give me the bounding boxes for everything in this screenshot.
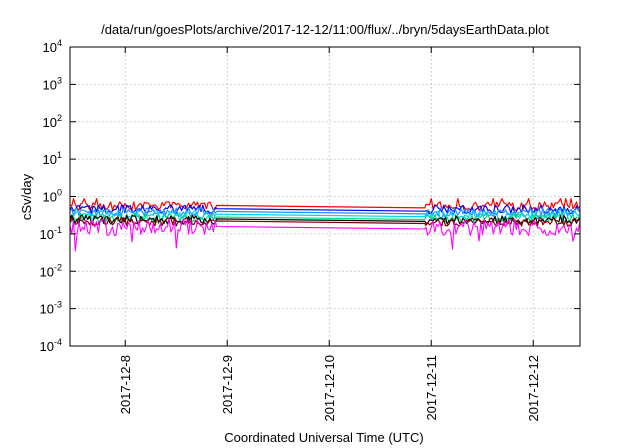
x-tick-label: 2017-12-12 <box>526 355 541 422</box>
x-tick-label: 2017-12-8 <box>118 355 133 414</box>
series-lines <box>69 198 581 252</box>
series-line <box>69 207 581 218</box>
y-tick-label: 103 <box>43 75 62 92</box>
y-tick-label: 101 <box>43 150 62 167</box>
axis-ticks: 10-4 10-3 10-2 10-1 100 101 102 103 104 2017-12-8… <box>40 38 580 422</box>
series-line <box>69 218 581 252</box>
x-tick-label: 2017-12-10 <box>322 355 337 422</box>
chart-title: /data/run/goesPlots/archive/2017-12-12/1… <box>101 22 549 37</box>
y-tick-label: 102 <box>43 113 62 130</box>
series-line <box>69 212 581 223</box>
y-tick-label: 10-4 <box>40 337 62 354</box>
y-tick-label: 10-3 <box>40 300 62 317</box>
y-tick-label: 104 <box>43 38 62 55</box>
y-tick-label: 10-2 <box>40 262 62 279</box>
x-axis-label: Coordinated Universal Time (UTC) <box>224 430 423 445</box>
x-tick-label: 2017-12-11 <box>424 355 439 421</box>
x-tick-label: 2017-12-9 <box>220 355 235 414</box>
grid-lines <box>70 47 580 346</box>
y-tick-label: 100 <box>43 188 62 205</box>
series-line <box>69 216 581 227</box>
y-tick-label: 10-1 <box>40 225 62 242</box>
y-axis-label: cSv/day <box>19 173 34 220</box>
series-line <box>69 198 581 212</box>
